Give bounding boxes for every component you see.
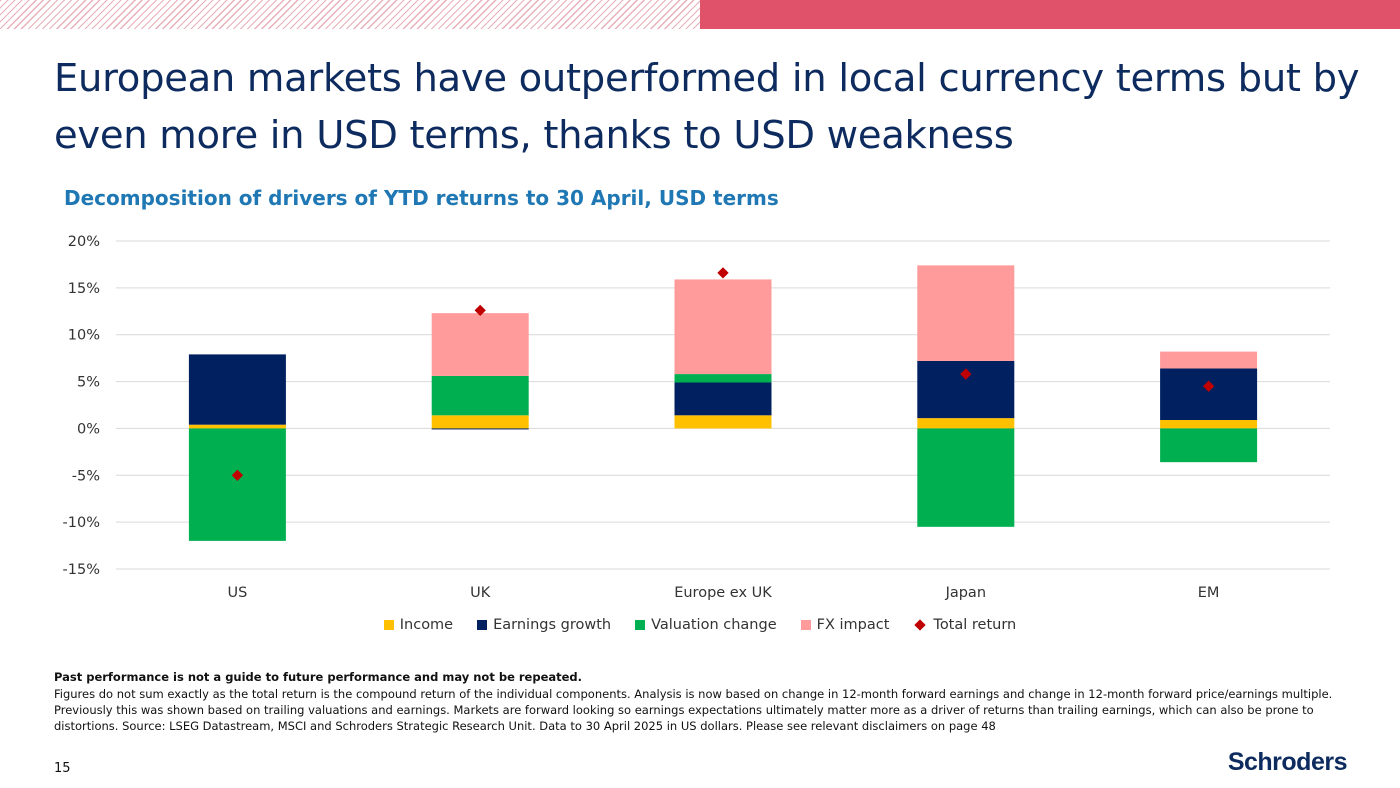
x-category-label: Europe ex UK [674,585,772,601]
decorative-hatch-band [0,0,700,29]
bar-income [917,418,1015,429]
legend-diamond-icon [914,619,927,631]
bar-fx-impact [1160,351,1258,369]
legend-swatch-icon [800,620,811,630]
legend-item: Income [383,617,454,633]
total-return-marker [717,267,729,279]
total-return-marker [1202,380,1215,392]
chart-legend: Income Earnings growth Valuation change FX … [0,617,1400,633]
accent-top-bar [700,0,1400,29]
bar-income [188,424,286,429]
legend-swatch-icon [477,620,488,630]
legend-swatch-icon [635,620,646,630]
legend-item: Valuation change [635,617,777,633]
bar-valuation-change [1160,428,1258,463]
bar-earnings-growth [188,354,286,425]
slide-title: European markets have outperformed in lo… [54,56,1360,158]
legend-label: Income [399,617,454,633]
legend-label: Valuation change [651,617,777,633]
legend-item: Total return [913,617,1016,633]
bar-earnings-growth [674,382,772,416]
page-number: 15 [54,761,71,776]
y-tick-label: 0% [77,421,100,437]
total-return-marker [960,368,972,380]
y-tick-label: 5% [77,375,100,391]
bar-valuation-change [674,374,772,383]
x-category-label: EM [1198,585,1220,601]
total-return-marker [474,304,486,317]
bar-income [1160,419,1258,429]
legend-label: Total return [933,617,1017,633]
y-tick-label: 10% [68,328,100,344]
legend-label: FX impact [816,617,890,633]
bar-valuation-change [431,375,529,416]
bar-fx-impact [431,313,529,376]
bar-fx-impact [674,279,772,375]
chart-subtitle: Decomposition of drivers of YTD returns … [64,186,779,210]
schroders-logo: Schroders [1227,748,1348,776]
x-category-label: Japan [945,585,986,601]
bar-income [674,415,772,429]
y-tick-label: 20% [68,234,100,250]
legend-item: Earnings growth [477,617,611,633]
total-return-marker [231,469,244,481]
stacked-bar-chart: 20% 15% 10% 5% 0% -5% -10% -15% US UK Europe ex UK… [63,234,1330,601]
x-category-label: UK [470,585,491,601]
bar-earnings-growth [431,428,529,430]
bar-fx-impact [917,265,1015,361]
bar-valuation-change [917,428,1015,527]
y-tick-label: 15% [68,281,100,297]
legend-label: Earnings growth [493,617,612,633]
bar-income [431,415,529,429]
legend-swatch-icon [383,620,394,630]
bar-valuation-change [188,428,286,541]
x-category-label: US [227,585,247,601]
y-tick-label: -5% [72,468,100,484]
y-tick-label: -15% [63,562,100,578]
bar-earnings-growth [1160,368,1258,420]
legend-item: FX impact [800,617,890,633]
source-footnote: Figures do not sum exactly as the total … [54,687,1333,733]
y-tick-label: -10% [63,515,100,531]
disclaimer-bold: Past performance is not a guide to futur… [54,670,583,684]
